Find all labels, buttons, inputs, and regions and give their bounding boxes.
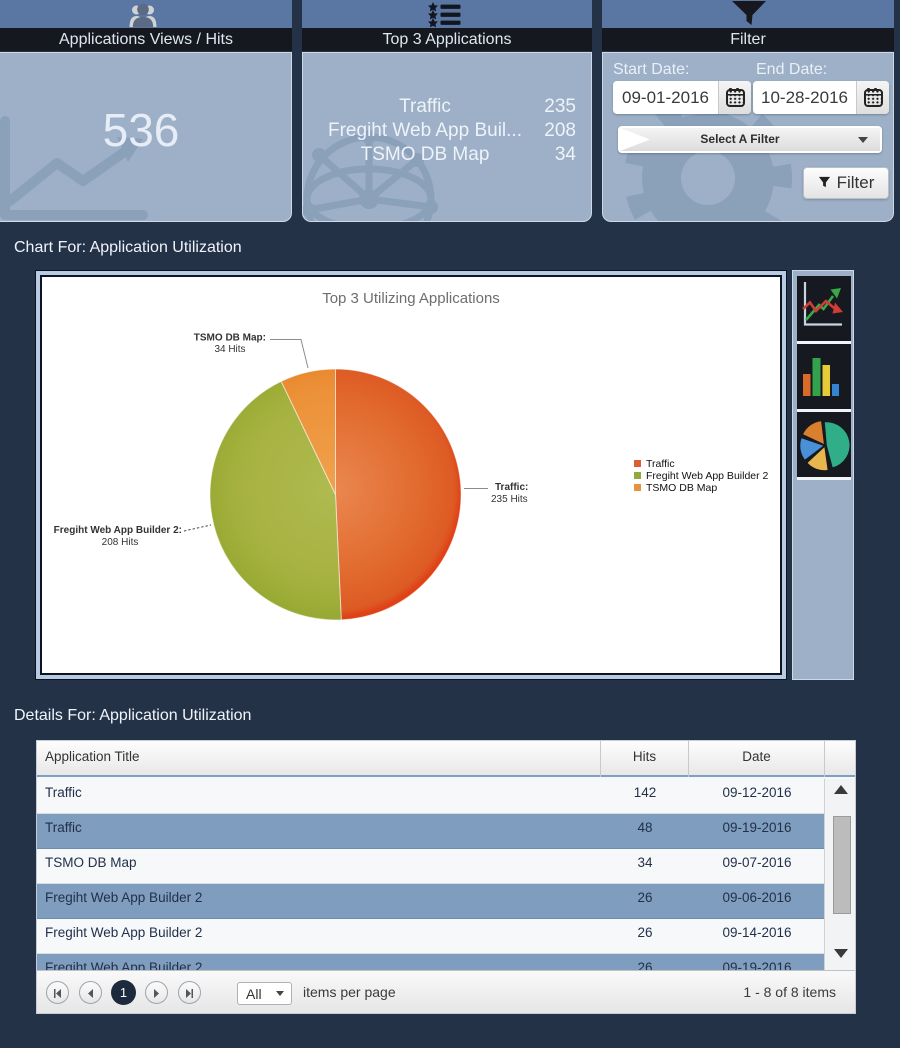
svg-text:Fregiht Web App Builder 2:: Fregiht Web App Builder 2: bbox=[54, 525, 182, 536]
svg-text:TSMO DB Map: TSMO DB Map bbox=[646, 482, 717, 494]
svg-text:235 Hits: 235 Hits bbox=[491, 494, 528, 505]
svg-text:TSMO DB Map:: TSMO DB Map: bbox=[194, 333, 266, 344]
svg-text:34 Hits: 34 Hits bbox=[214, 344, 245, 355]
svg-text:Traffic: Traffic bbox=[646, 458, 675, 470]
svg-text:Top 3 Utilizing Applications: Top 3 Utilizing Applications bbox=[322, 290, 500, 307]
svg-text:Traffic:: Traffic: bbox=[495, 482, 528, 493]
svg-text:Fregiht Web App Builder 2: Fregiht Web App Builder 2 bbox=[646, 470, 769, 482]
svg-text:208 Hits: 208 Hits bbox=[102, 537, 139, 548]
